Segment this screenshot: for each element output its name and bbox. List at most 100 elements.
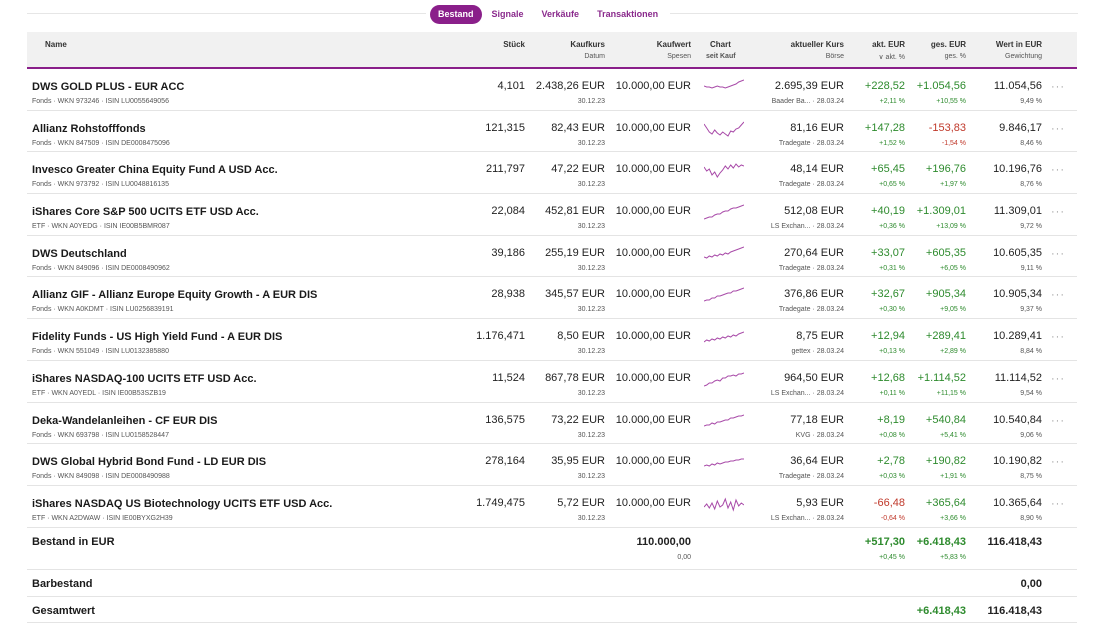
table-row[interactable]: Deka-Wandelanleihen - CF EUR DIS Fonds · … (27, 403, 1077, 445)
more-options-icon[interactable]: ··· (1051, 164, 1065, 177)
tab-transaktionen[interactable]: Transaktionen (597, 8, 659, 19)
fund-name[interactable]: iShares Core S&P 500 UCITS ETF USD Acc. (32, 206, 259, 219)
more-options-icon[interactable]: ··· (1051, 289, 1065, 302)
sparkline-line (704, 204, 744, 220)
more-options-icon[interactable]: ··· (1051, 81, 1065, 93)
sparkline-line (704, 79, 744, 89)
more-options-icon[interactable]: ··· (1051, 247, 1065, 260)
kaufwert: 10.000,00 EUR (615, 371, 691, 384)
sparkline-chart[interactable] (704, 495, 744, 517)
sparkline-chart[interactable] (704, 370, 744, 392)
boerse: Tradegate · 28.03.24 (778, 264, 844, 272)
more-options-icon[interactable]: ··· (1051, 414, 1065, 427)
table-row[interactable]: iShares NASDAQ-100 UCITS ETF USD Acc. ETF… (27, 361, 1077, 403)
table-row[interactable]: Allianz Rohstofffonds Fonds · WKN 847509 … (27, 111, 1077, 153)
sparkline-chart[interactable] (704, 161, 744, 183)
table-row[interactable]: Fidelity Funds - US High Yield Fund - A … (27, 319, 1077, 361)
boerse: LS Exchan... · 28.03.24 (770, 514, 844, 522)
ges-pct: +1,97 % (940, 181, 966, 189)
sparkline-chart[interactable] (704, 245, 744, 267)
akt-pct: +0,36 % (879, 223, 905, 231)
fund-name[interactable]: Invesco Greater China Equity Fund A USD … (32, 164, 278, 177)
akt-eur: +65,45 (871, 163, 905, 176)
col-name[interactable]: Name (45, 40, 67, 49)
fund-name[interactable]: Allianz Rohstofffonds (32, 122, 146, 135)
wert-eur: 10.196,76 (993, 163, 1042, 176)
sparkline-chart[interactable] (704, 203, 744, 225)
col-wert[interactable]: Wert in EUR (995, 40, 1042, 49)
wert-eur: 10.289,41 (993, 330, 1042, 343)
table-row[interactable]: iShares NASDAQ US Biotechnology UCITS ET… (27, 486, 1077, 528)
more-options-icon[interactable]: ··· (1051, 456, 1065, 469)
kaufkurs: 867,78 EUR (545, 371, 605, 384)
sparkline-line (704, 246, 744, 259)
bestand-kaufwert: 110.000,00 (636, 535, 691, 548)
table-row[interactable]: Allianz GIF - Allianz Europe Equity Grow… (27, 277, 1077, 320)
ges-eur: +1.309,01 (916, 205, 966, 218)
sparkline-chart[interactable] (704, 286, 744, 308)
bestand-spesen: 0,00 (677, 553, 691, 561)
table-row[interactable]: DWS Deutschland Fonds · WKN 849096 · ISIN… (27, 236, 1077, 278)
table-row[interactable]: iShares Core S&P 500 UCITS ETF USD Acc. E… (27, 194, 1077, 236)
gewichtung: 8,75 % (1020, 473, 1042, 481)
col-kaufwert[interactable]: Kaufwert (656, 40, 691, 49)
fund-name[interactable]: Fidelity Funds - US High Yield Fund - A … (32, 331, 283, 344)
chevron-down-icon: ∨ (878, 54, 884, 61)
col-ges-pct: ges. % (944, 53, 966, 60)
stueck: 278,164 (485, 455, 525, 468)
col-akt[interactable]: akt. EUR (872, 40, 905, 49)
kaufkurs: 35,95 EUR (551, 455, 605, 468)
sparkline-chart[interactable] (704, 78, 744, 100)
sparkline-chart[interactable] (704, 120, 744, 142)
akt-pct: +0,13 % (879, 348, 905, 356)
akt-pct: +2,11 % (879, 98, 905, 105)
tab-signale[interactable]: Signale (491, 8, 524, 19)
akt-pct: +0,11 % (879, 389, 905, 397)
col-kaufkurs[interactable]: Kaufkurs (570, 40, 605, 49)
sparkline-chart[interactable] (704, 453, 744, 475)
col-stueck[interactable]: Stück (503, 40, 525, 49)
fund-name[interactable]: DWS Global Hybrid Bond Fund - LD EUR DIS (32, 456, 267, 469)
tab-bar: Bestand Signale Verkäufe Transaktionen (426, 4, 671, 24)
gewichtung: 8,76 % (1020, 181, 1042, 189)
kaufdatum: 30.12.23 (577, 98, 605, 105)
akt-eur: +228,52 (864, 80, 905, 92)
more-options-icon[interactable]: ··· (1051, 497, 1065, 510)
gewichtung: 8,46 % (1020, 139, 1042, 147)
fund-name[interactable]: Deka-Wandelanleihen - CF EUR DIS (32, 414, 218, 427)
fund-meta: ETF · WKN A0YEDG · ISIN IE00B5BMR087 (32, 223, 170, 231)
tab-bestand[interactable]: Bestand (430, 4, 482, 24)
more-options-icon[interactable]: ··· (1051, 206, 1065, 219)
table-row[interactable]: Invesco Greater China Equity Fund A USD … (27, 152, 1077, 195)
table-row[interactable]: DWS Global Hybrid Bond Fund - LD EUR DIS… (27, 444, 1077, 486)
col-kurs[interactable]: aktueller Kurs (790, 40, 844, 49)
more-options-icon[interactable]: ··· (1051, 122, 1065, 135)
fund-meta: Fonds · WKN 973792 · ISIN LU0048816135 (32, 181, 169, 189)
more-options-icon[interactable]: ··· (1051, 372, 1065, 385)
ges-pct: +13,09 % (936, 223, 966, 231)
col-ges[interactable]: ges. EUR (930, 40, 966, 49)
ges-eur: +905,34 (925, 288, 966, 301)
fund-name[interactable]: DWS Deutschland (32, 247, 127, 260)
fund-meta: Fonds · WKN 551049 · ISIN LU0132385880 (32, 348, 169, 356)
kaufdatum: 30.12.23 (577, 223, 605, 231)
tab-verkaeufe[interactable]: Verkäufe (541, 8, 580, 19)
fund-name[interactable]: iShares NASDAQ US Biotechnology UCITS ET… (32, 497, 333, 510)
kaufwert: 10.000,00 EUR (615, 330, 691, 343)
bestand-akt: +517,30 (864, 535, 905, 548)
sparkline-chart[interactable] (704, 328, 744, 350)
fund-name[interactable]: iShares NASDAQ-100 UCITS ETF USD Acc. (32, 372, 257, 385)
kaufdatum: 30.12.23 (577, 181, 605, 189)
more-options-icon[interactable]: ··· (1051, 331, 1065, 344)
fund-name[interactable]: Allianz GIF - Allianz Europe Equity Grow… (32, 289, 318, 302)
bestand-label: Bestand in EUR (32, 535, 115, 548)
ges-pct: +2,89 % (940, 348, 966, 356)
barbestand-label: Barbestand (32, 577, 93, 590)
col-akt-pct[interactable]: ∨ akt. % (878, 53, 905, 61)
table-row[interactable]: DWS GOLD PLUS - EUR ACC Fonds · WKN 97324… (27, 69, 1077, 111)
stueck: 136,575 (485, 413, 525, 426)
kaufwert: 10.000,00 EUR (615, 455, 691, 468)
fund-name[interactable]: DWS GOLD PLUS - EUR ACC (32, 81, 185, 93)
sparkline-chart[interactable] (704, 412, 744, 434)
fund-meta: Fonds · WKN 973246 · ISIN LU0055649056 (32, 98, 169, 105)
